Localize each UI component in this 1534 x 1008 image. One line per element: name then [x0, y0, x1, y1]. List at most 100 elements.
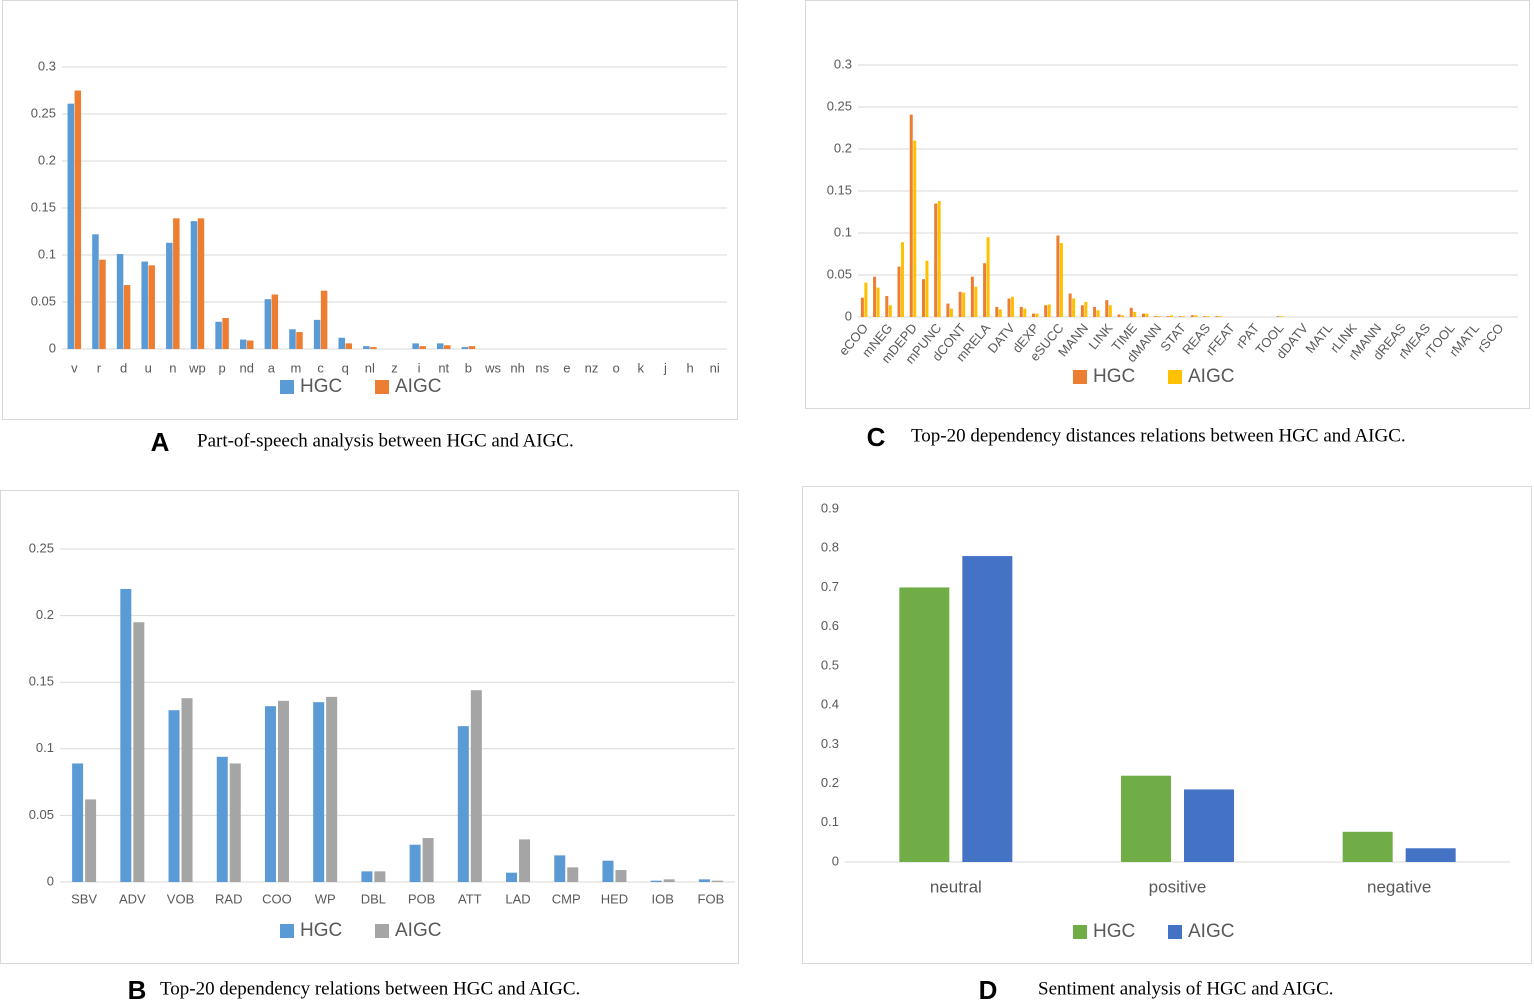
bar — [1093, 306, 1097, 317]
bar — [650, 880, 662, 882]
bar — [338, 337, 345, 349]
bar — [271, 294, 279, 349]
y-tick-label: 0.6 — [821, 618, 839, 633]
x-tick-label: d — [120, 360, 127, 375]
y-tick-label: 0.3 — [38, 58, 56, 73]
bar — [246, 340, 254, 349]
bar — [99, 259, 106, 349]
y-tick-label: 0.2 — [38, 152, 56, 167]
x-tick-label: j — [663, 360, 667, 375]
bar — [901, 242, 905, 317]
x-tick-label: ni — [710, 360, 720, 375]
x-tick-label: ns — [535, 360, 549, 375]
x-tick-label: h — [686, 360, 693, 375]
bar — [296, 332, 303, 349]
x-tick-label: IOB — [651, 891, 673, 906]
y-tick-label: 0.25 — [29, 540, 54, 555]
bar — [1068, 293, 1072, 317]
x-tick-label: v — [71, 360, 78, 375]
bar — [74, 90, 82, 349]
bar — [1133, 311, 1137, 317]
bar — [1206, 316, 1210, 317]
legend-swatch — [1073, 370, 1087, 384]
x-tick-label: WP — [315, 891, 336, 906]
bar — [913, 140, 917, 317]
y-tick-label: 0.05 — [29, 807, 54, 822]
bar — [1121, 315, 1125, 317]
bar — [1154, 316, 1158, 317]
bar — [1166, 316, 1170, 317]
bar — [876, 287, 880, 317]
y-tick-label: 0.3 — [821, 736, 839, 751]
bar — [1108, 305, 1112, 317]
bar — [422, 838, 434, 882]
x-tick-label: nt — [438, 360, 449, 375]
bar — [1047, 304, 1051, 317]
caption: Top-20 dependency relations between HGC … — [160, 978, 580, 999]
bar — [888, 305, 892, 317]
bar — [899, 587, 950, 862]
bar — [567, 867, 579, 882]
bar — [1035, 313, 1039, 317]
caption: Part-of-speech analysis between HGC and … — [197, 430, 574, 451]
legend-label: AIGC — [395, 920, 441, 941]
bar — [970, 276, 974, 317]
bar — [1084, 301, 1088, 317]
x-tick-label: HED — [601, 891, 628, 906]
panel-frame — [805, 0, 1530, 409]
bar — [602, 860, 614, 882]
bar — [326, 696, 338, 882]
bar — [216, 756, 228, 882]
y-tick-label: 0.3 — [834, 56, 852, 71]
bar — [461, 347, 469, 349]
panel-letter: A — [151, 427, 170, 457]
x-tick-label: SBV — [71, 891, 97, 906]
bar — [1218, 316, 1222, 317]
bar — [698, 879, 710, 882]
bar — [711, 880, 723, 882]
x-tick-label: neutral — [930, 877, 982, 896]
bar — [1405, 848, 1456, 862]
y-tick-label: 0.1 — [38, 246, 56, 261]
bar — [663, 879, 675, 882]
x-tick-label: n — [169, 360, 176, 375]
bar — [289, 329, 296, 349]
bar — [946, 303, 950, 317]
bar — [974, 286, 978, 317]
bar — [519, 839, 531, 882]
bar — [264, 299, 272, 349]
bar — [277, 700, 289, 882]
bar — [1059, 243, 1063, 317]
bar — [148, 265, 155, 349]
bar — [370, 347, 377, 349]
x-tick-label: p — [218, 360, 225, 375]
bar — [983, 263, 987, 317]
x-tick-label: nd — [239, 360, 253, 375]
y-tick-label: 0 — [47, 873, 54, 888]
bar — [1056, 235, 1060, 317]
bar — [1342, 831, 1393, 862]
y-tick-label: 0.15 — [29, 674, 54, 689]
bar — [1141, 313, 1145, 317]
y-tick-label: 0 — [49, 340, 56, 355]
bar — [1121, 775, 1171, 862]
bar — [995, 306, 999, 317]
bar — [116, 254, 124, 349]
bar — [374, 871, 386, 882]
caption: Top-20 dependency distances relations be… — [911, 425, 1406, 446]
bar — [909, 114, 913, 317]
y-tick-label: 0.4 — [821, 697, 839, 712]
x-tick-label: DBL — [361, 891, 386, 906]
x-tick-label: POB — [408, 891, 435, 906]
x-tick-label: RAD — [215, 891, 242, 906]
bar — [958, 291, 962, 317]
x-tick-label: rSCO — [1474, 320, 1506, 355]
legend-label: HGC — [1093, 921, 1135, 942]
legend-label: AIGC — [1188, 366, 1234, 387]
legend-swatch — [1073, 925, 1087, 939]
x-tick-label: m — [291, 360, 302, 375]
legend-label: HGC — [1093, 366, 1135, 387]
bar — [1080, 305, 1084, 317]
legend-label: HGC — [300, 920, 342, 941]
bar — [1096, 310, 1100, 317]
